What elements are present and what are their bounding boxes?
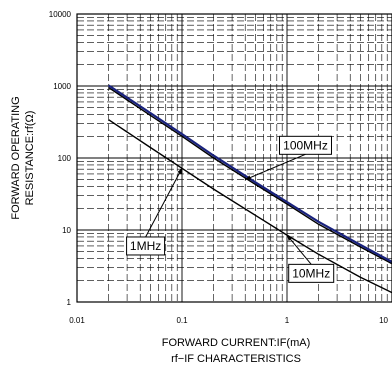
grid: [77, 14, 392, 302]
plot-frame: [76, 13, 392, 303]
y-tick-label: 10000: [49, 10, 72, 19]
annotation-box: [278, 135, 332, 155]
series-line-1mhz: [108, 119, 392, 294]
x-tick-label: 10: [379, 316, 388, 325]
series-label-100mhz: 100MHz: [283, 138, 328, 152]
x-tick-label: 1: [285, 316, 290, 325]
y-axis-title-line2: RESISTANCE:rf(Ω): [24, 111, 36, 206]
series-label-1mhz: 1MHz: [130, 239, 161, 253]
y-tick-label: 10: [62, 226, 71, 235]
series-label-10mhz: 10MHz: [292, 266, 330, 280]
series-layer: [107, 84, 392, 294]
annotation-arrowhead: [177, 168, 182, 175]
annotation-arrow: [245, 153, 306, 181]
annotation-arrow: [286, 234, 312, 265]
x-axis-title: FORWARD CURRENT:IF(mA): [162, 337, 311, 349]
x-tick-label: 0.01: [69, 316, 85, 325]
tick-labels: 0.01 0.1 1 10 1 10 100 1000 10000: [49, 10, 389, 325]
series-line-10mhz: [108, 87, 392, 265]
annotation-arrow: [145, 168, 183, 238]
y-tick-label: 1: [67, 298, 72, 307]
x-tick-label: 0.1: [176, 316, 188, 325]
annotation-box: [288, 263, 335, 283]
annotation-arrowhead: [287, 235, 293, 241]
annotation-layer: 100MHz 1MHz 10MHz: [126, 135, 335, 283]
y-tick-label: 1000: [53, 82, 71, 91]
y-tick-label: 100: [58, 154, 72, 163]
annotation-arrowhead: [245, 175, 252, 180]
annotation-box: [126, 236, 166, 256]
chart-caption: rf−IF CHARACTERISTICS: [171, 353, 301, 365]
y-axis-title-line1: FORWARD OPERATING: [10, 96, 22, 219]
series-line-100mhz: [107, 84, 392, 263]
